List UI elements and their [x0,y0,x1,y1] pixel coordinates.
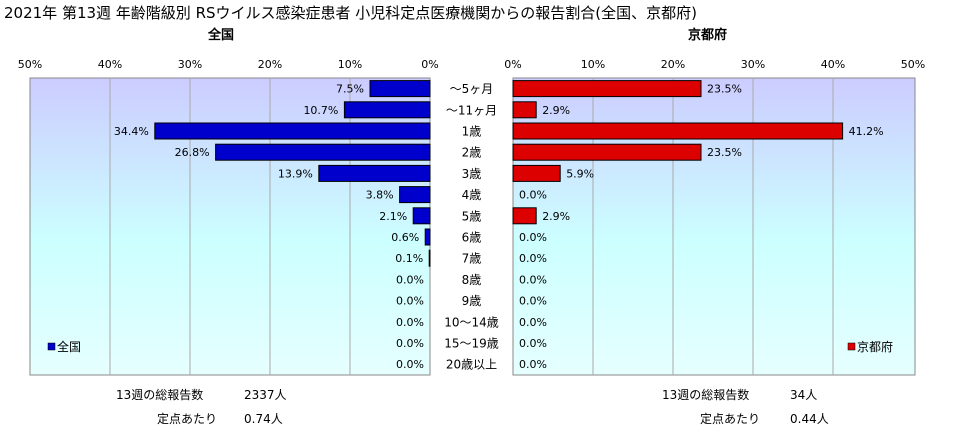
data-label-kyoto: 0.0% [519,231,547,244]
x-tick-label: 0% [421,58,438,71]
x-tick-label: 0% [504,58,521,71]
x-tick-label: 10% [581,58,605,71]
x-tick-label: 40% [821,58,845,71]
data-label-kyoto: 0.0% [519,273,547,286]
x-tick-label: 50% [18,58,42,71]
data-label-national: 10.7% [303,104,338,117]
category-label: 4歳 [462,188,482,202]
bar-national [318,164,431,182]
data-label-national: 0.0% [396,358,424,371]
bar-national [369,80,431,98]
footer-left-per-value: 0.74人 [244,412,283,426]
data-label-national: 26.8% [175,146,210,159]
left-panel-title: 全国 [208,28,235,43]
bar-kyoto [512,207,537,225]
legend-swatch-national [47,342,56,351]
category-label: 8歳 [462,273,482,287]
x-tick-label: 20% [661,58,685,71]
legend-swatch-kyoto [847,342,856,351]
bar-kyoto [512,164,561,182]
data-label-national: 13.9% [278,167,313,180]
data-label-kyoto: 41.2% [849,125,884,138]
chart-title: 2021年 第13週 年齢階級別 RSウイルス感染症患者 小児科定点医療機関から… [4,4,697,22]
data-label-kyoto: 5.9% [566,167,594,180]
bar-national [154,122,431,140]
x-tick-label: 20% [258,58,282,71]
data-label-national: 0.0% [396,316,424,329]
x-tick-label: 30% [741,58,765,71]
data-label-national: 3.8% [366,189,394,202]
footer-right-total-label: 13週の総報告数 [662,388,750,402]
data-label-national: 0.0% [396,273,424,286]
bar-kyoto [512,143,702,161]
x-tick-label: 10% [338,58,362,71]
x-tick-label: 30% [178,58,202,71]
data-label-kyoto: 23.5% [707,146,742,159]
category-label: 7歳 [462,252,482,266]
footer-right-per-value: 0.44人 [790,412,829,426]
x-tick-label: 50% [901,58,925,71]
right-panel-title: 京都府 [688,28,728,43]
category-label: 20歳以上 [446,358,497,372]
data-label-kyoto: 0.0% [519,358,547,371]
data-label-kyoto: 0.0% [519,316,547,329]
bar-kyoto [512,101,537,119]
data-label-kyoto: 0.0% [519,337,547,350]
category-label: ～11ヶ月 [446,103,497,117]
x-tick-label: 40% [98,58,122,71]
footer-left-total-value: 2337人 [244,388,287,402]
bar-national [428,249,431,267]
data-label-national: 2.1% [379,210,407,223]
legend-label-kyoto: 京都府 [857,339,893,354]
data-label-national: 0.0% [396,295,424,308]
bar-national [412,207,431,225]
data-label-national: 7.5% [336,83,364,96]
data-label-kyoto: 2.9% [542,104,570,117]
bar-national [399,186,431,204]
bar-kyoto [512,122,844,140]
data-label-kyoto: 0.0% [519,252,547,265]
category-label: 10～14歳 [444,315,499,329]
footer-left-per-label: 定点あたり [157,412,218,426]
data-label-kyoto: 23.5% [707,83,742,96]
category-label: 2歳 [462,146,482,160]
legend-label-national: 全国 [57,339,81,354]
data-label-kyoto: 0.0% [519,295,547,308]
data-label-kyoto: 0.0% [519,189,547,202]
bar-national [215,143,431,161]
bar-national [424,228,431,246]
bar-kyoto [512,80,702,98]
category-label: 6歳 [462,231,482,245]
data-label-national: 0.1% [395,252,423,265]
category-label: 5歳 [462,209,482,223]
footer-left-total-label: 13週の総報告数 [116,388,204,402]
category-label: 3歳 [462,167,482,181]
data-label-kyoto: 2.9% [542,210,570,223]
bar-national [343,101,431,119]
category-label: 1歳 [462,125,482,139]
data-label-national: 0.0% [396,337,424,350]
footer-right-total-value: 34人 [790,388,818,402]
category-label: 15～19歳 [444,337,499,351]
category-label: ～5ヶ月 [450,82,494,96]
data-label-national: 34.4% [114,125,149,138]
data-label-national: 0.6% [391,231,419,244]
footer-right-per-label: 定点あたり [700,412,761,426]
category-label: 9歳 [462,294,482,308]
